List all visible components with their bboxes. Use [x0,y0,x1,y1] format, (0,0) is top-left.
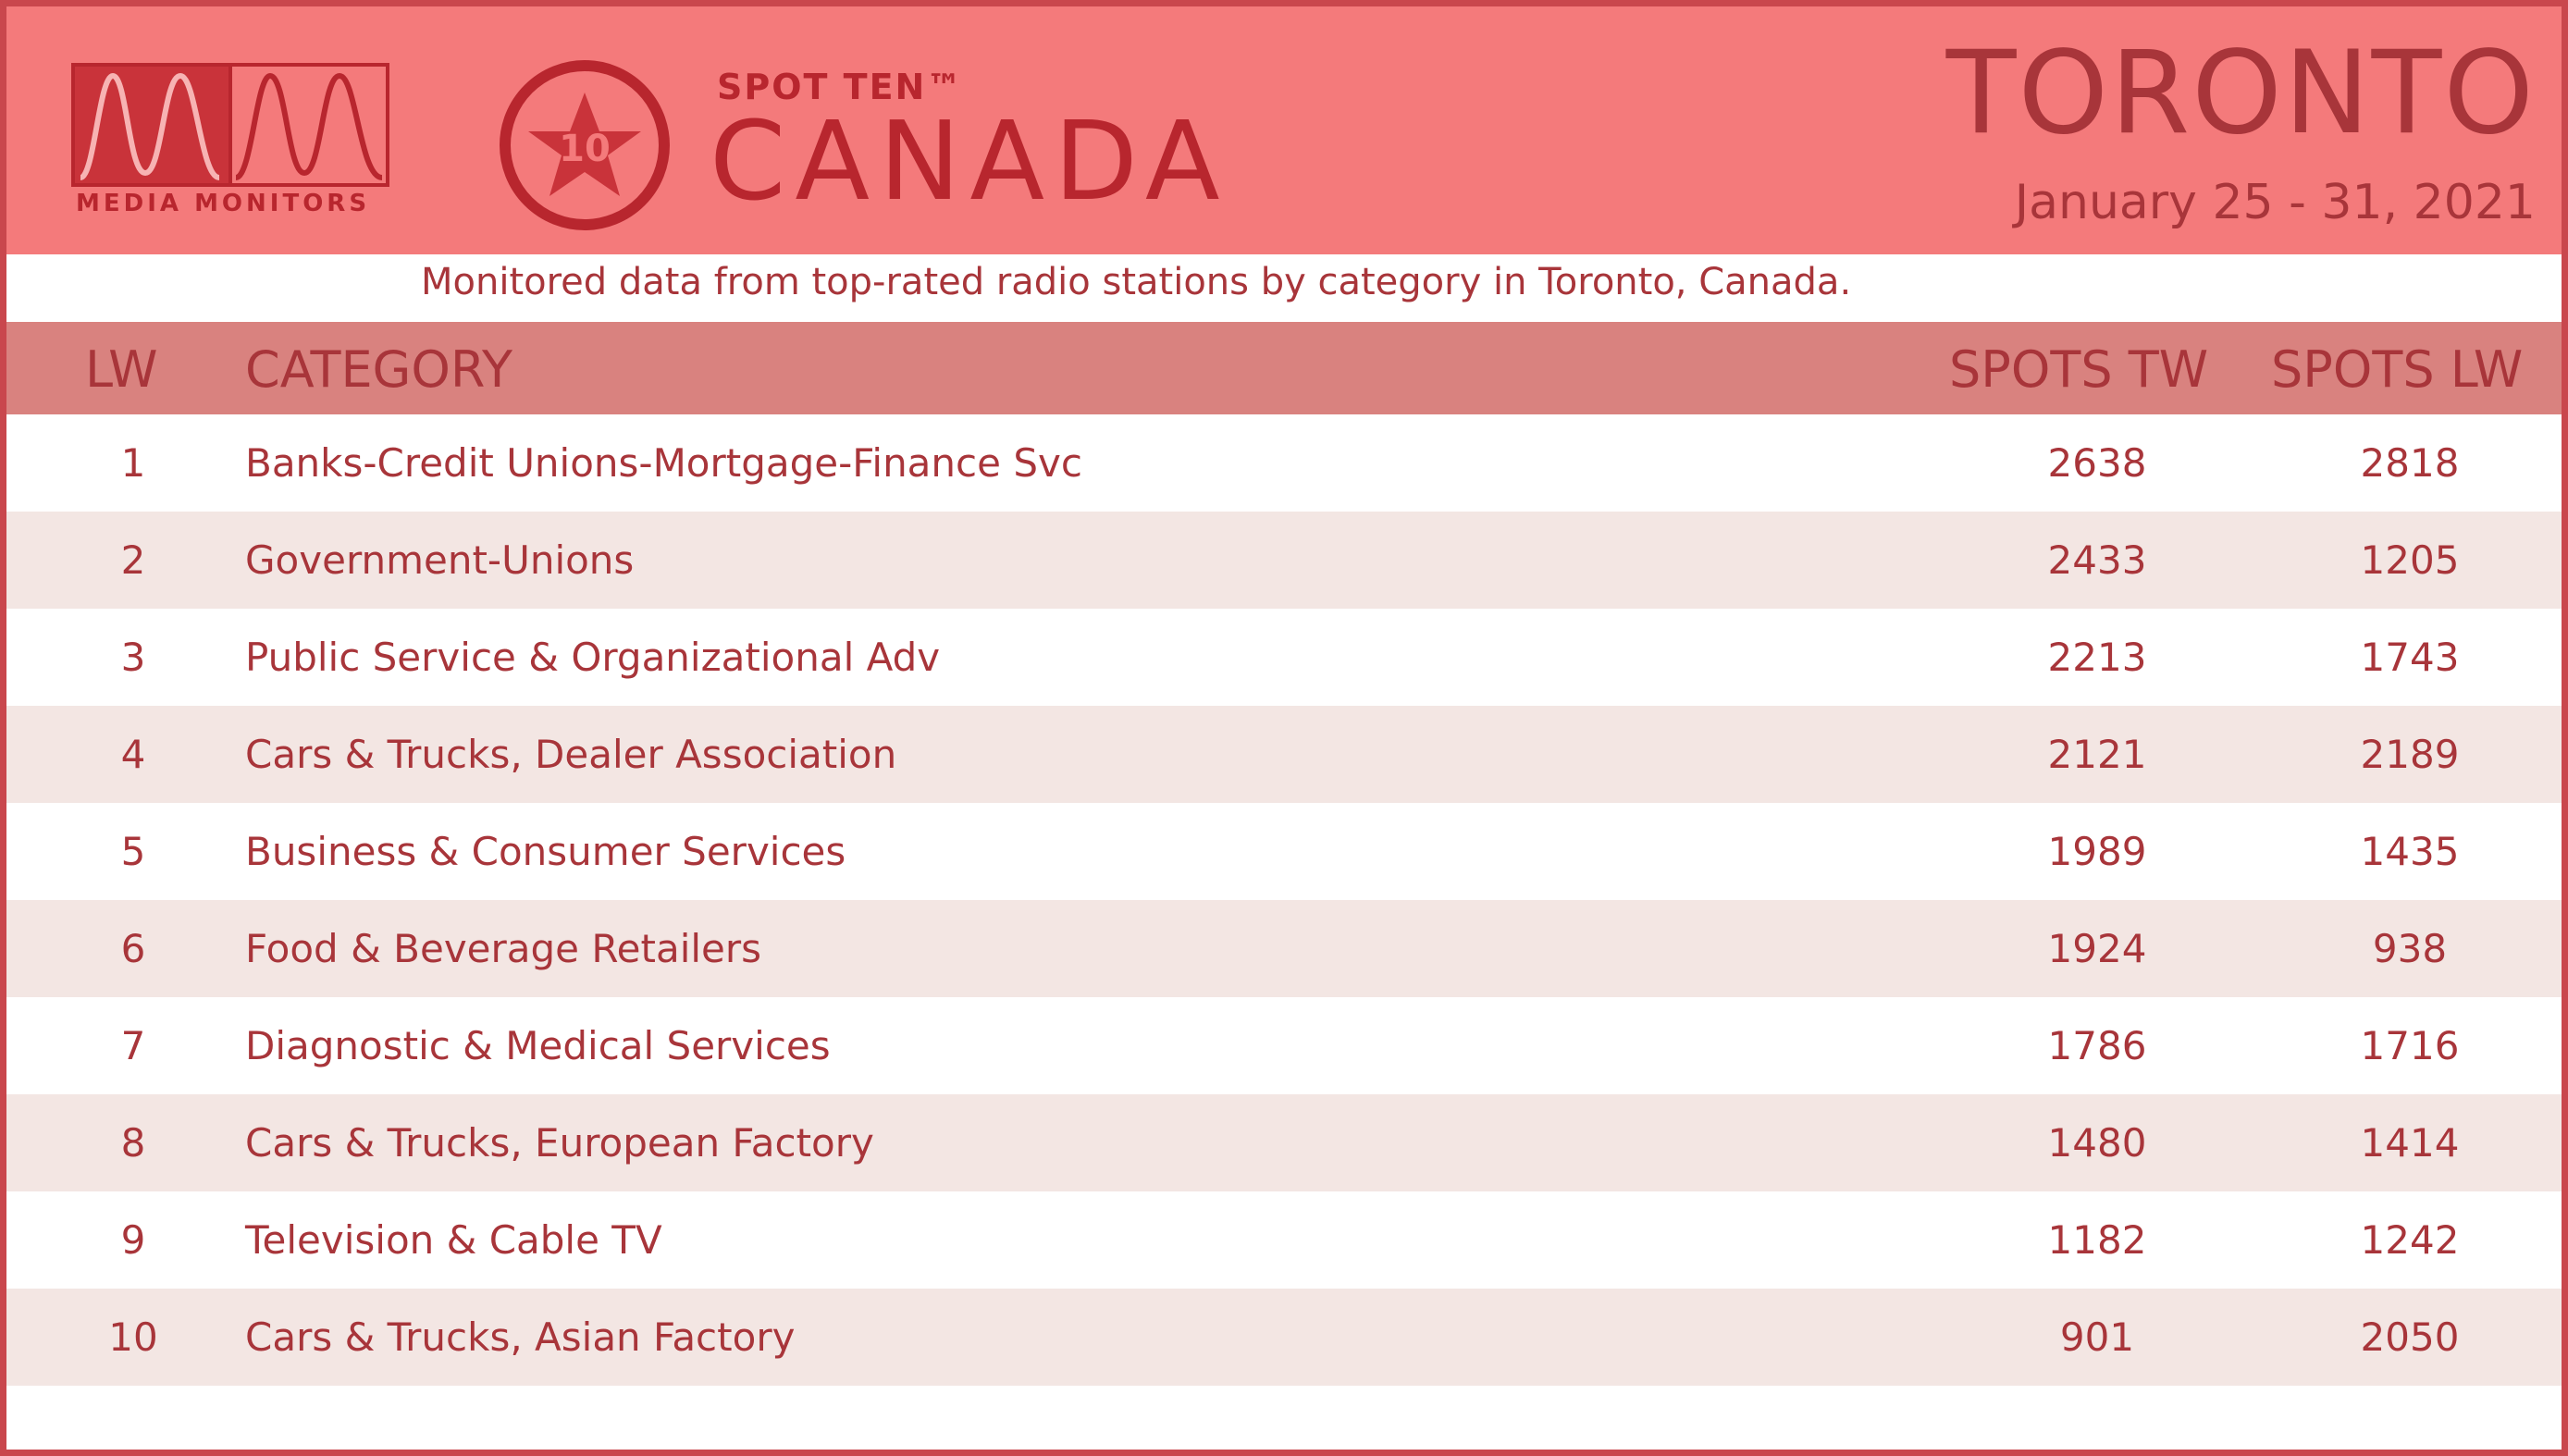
col-header-category: CATEGORY [245,340,512,399]
spots-tw-cell: 2121 [2047,732,2147,777]
table-row: 3 Public Service & Organizational Adv 22… [6,609,2562,706]
spots-lw-cell: 1743 [2360,635,2460,680]
rank-cell: 3 [120,635,146,680]
spots-lw-cell: 1414 [2360,1120,2460,1166]
spot-ten-label: SPOT TEN™ [717,67,964,107]
spots-lw-cell: 2189 [2360,732,2460,777]
spots-tw-cell: 2213 [2047,635,2147,680]
category-cell: Cars & Trucks, Dealer Association [245,732,897,777]
category-cell: Food & Beverage Retailers [245,926,762,971]
media-monitors-logo-icon [71,63,389,187]
rank-cell: 10 [108,1314,158,1360]
category-cell: Business & Consumer Services [245,829,846,874]
header-band: MEDIA MONITORS 10 SPOT TEN™ CANADA TORON… [6,6,2562,254]
spots-tw-cell: 1182 [2047,1217,2147,1263]
spots-tw-cell: 901 [2059,1314,2135,1360]
col-header-lw: LW [85,340,158,399]
star-badge-icon: 10 [500,60,670,230]
table-row: 2 Government-Unions 2433 1205 [6,512,2562,609]
date-range: January 25 - 31, 2021 [2014,175,2536,230]
table-row: 5 Business & Consumer Services 1989 1435 [6,803,2562,900]
spots-tw-cell: 1786 [2047,1023,2147,1068]
spots-tw-cell: 2433 [2047,537,2147,583]
table-body: 1 Banks-Credit Unions-Mortgage-Finance S… [6,414,2562,1386]
table-row: 1 Banks-Credit Unions-Mortgage-Finance S… [6,414,2562,512]
category-cell: Cars & Trucks, European Factory [245,1120,874,1166]
spots-lw-cell: 1205 [2360,537,2460,583]
spots-lw-cell: 1242 [2360,1217,2460,1263]
spots-tw-cell: 1924 [2047,926,2147,971]
table-row: 10 Cars & Trucks, Asian Factory 901 2050 [6,1289,2562,1386]
city-title: TORONTO [1945,27,2536,160]
rank-cell: 7 [120,1023,146,1068]
table-row: 6 Food & Beverage Retailers 1924 938 [6,900,2562,997]
table-row: 7 Diagnostic & Medical Services 1786 171… [6,997,2562,1094]
rank-cell: 4 [120,732,146,777]
spots-lw-cell: 1435 [2360,829,2460,874]
country-title: CANADA [710,97,1229,225]
category-cell: Government-Unions [245,537,635,583]
category-cell: Public Service & Organizational Adv [245,635,941,680]
category-cell: Television & Cable TV [245,1217,662,1263]
rank-cell: 8 [120,1120,146,1166]
col-header-spots-tw: SPOTS TW [1949,340,2209,399]
category-cell: Diagnostic & Medical Services [245,1023,831,1068]
table-row: 4 Cars & Trucks, Dealer Association 2121… [6,706,2562,803]
spots-tw-cell: 1480 [2047,1120,2147,1166]
badge-number: 10 [559,128,611,170]
rank-cell: 6 [120,926,146,971]
media-monitors-wordmark: MEDIA MONITORS [76,190,371,217]
category-cell: Banks-Credit Unions-Mortgage-Finance Svc [245,440,1082,486]
rank-cell: 9 [120,1217,146,1263]
rank-cell: 2 [120,537,146,583]
rank-cell: 1 [120,440,146,486]
spots-lw-cell: 938 [2372,926,2448,971]
table-row: 9 Television & Cable TV 1182 1242 [6,1191,2562,1289]
spots-tw-cell: 2638 [2047,440,2147,486]
spots-lw-cell: 2818 [2360,440,2460,486]
spots-lw-cell: 1716 [2360,1023,2460,1068]
spots-lw-cell: 2050 [2360,1314,2460,1360]
col-header-spots-lw: SPOTS LW [2271,340,2524,399]
table-header: LW CATEGORY SPOTS TW SPOTS LW [6,322,2562,414]
category-cell: Cars & Trucks, Asian Factory [245,1314,796,1360]
rank-cell: 5 [120,829,146,874]
subtitle: Monitored data from top-rated radio stat… [421,261,1852,303]
spots-tw-cell: 1989 [2047,829,2147,874]
table-row: 8 Cars & Trucks, European Factory 1480 1… [6,1094,2562,1191]
